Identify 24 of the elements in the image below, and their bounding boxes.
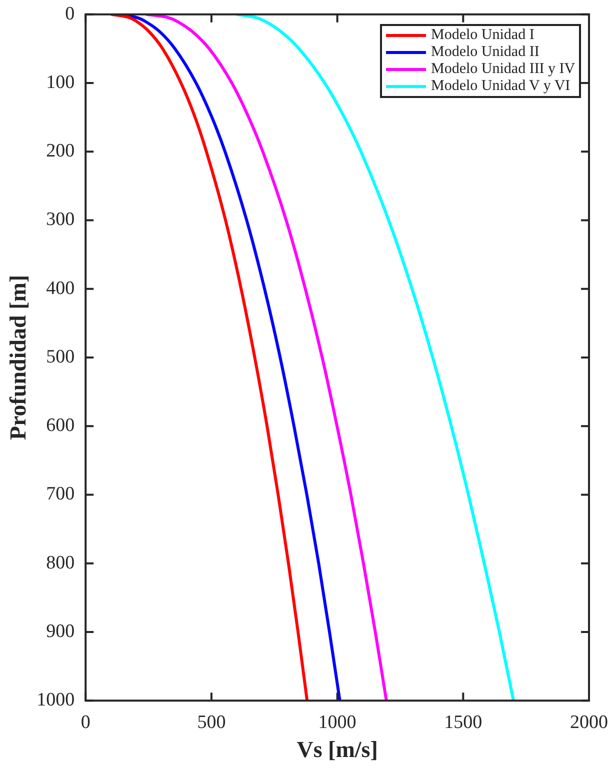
x-tick-label: 1000	[318, 712, 356, 733]
x-tick-label: 500	[197, 712, 226, 733]
y-tick-label: 900	[46, 620, 75, 642]
legend-label: Modelo Unidad I	[431, 27, 534, 44]
y-tick-label: 500	[46, 346, 75, 368]
legend-label: Modelo Unidad III y IV	[431, 61, 576, 78]
x-tick-label: 0	[80, 712, 90, 733]
x-tick-label: 1500	[444, 712, 482, 733]
y-tick-label: 600	[46, 415, 75, 436]
line-series	[145, 14, 388, 701]
x-axis-title: Vs [m/s]	[296, 737, 378, 762]
legend-label: Modelo Unidad V y VI	[431, 78, 570, 96]
y-tick-label: 300	[46, 209, 75, 230]
y-tick-label: 1000	[36, 690, 75, 711]
y-axis-title: Profundidad [m]	[6, 274, 31, 440]
y-tick-label: 800	[46, 552, 75, 574]
line-series	[110, 14, 309, 701]
legend-label: Modelo Unidad II	[431, 44, 540, 62]
y-tick-label: 200	[46, 140, 75, 162]
y-tick-label: 100	[46, 72, 75, 94]
y-tick-label: 400	[46, 278, 75, 299]
x-tick-label: 2000	[570, 712, 608, 733]
y-tick-label: 0	[65, 3, 75, 24]
y-tick-label: 700	[46, 484, 75, 505]
